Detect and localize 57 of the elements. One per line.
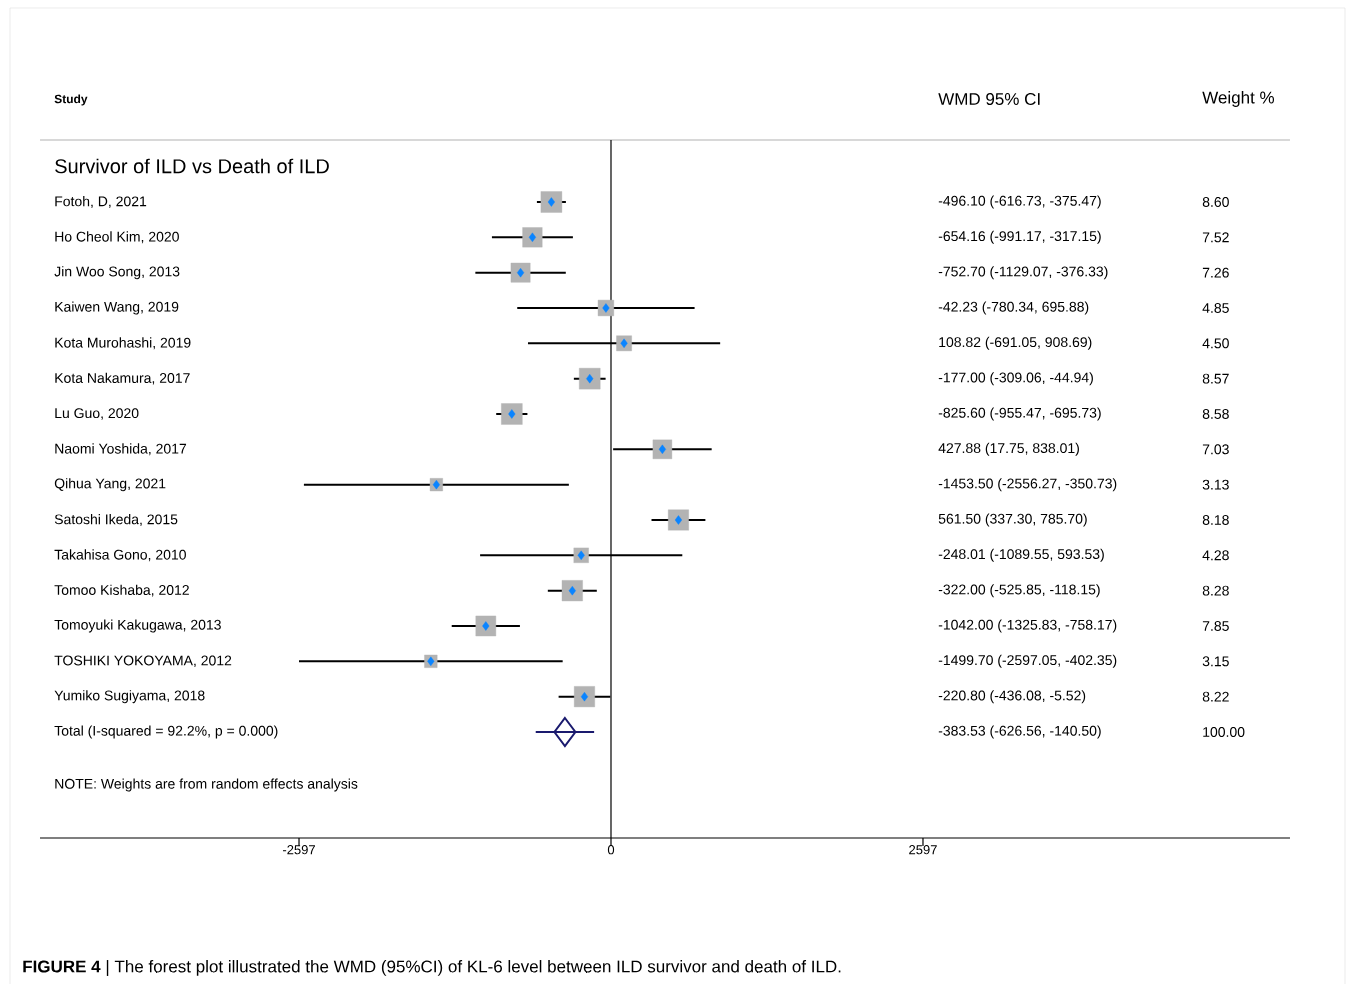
annotation: -1042.00 (-1325.83, -758.17) xyxy=(938,619,1117,633)
y-tick-label: Qihua Yang, 2021 xyxy=(54,478,166,492)
y-tick-label: Fotoh, D, 2021 xyxy=(55,196,147,208)
y-tick-label: Lu Guo, 2020 xyxy=(55,408,139,420)
annotation: 8.22 xyxy=(1202,691,1229,702)
annotation: -383.53 (-626.56, -140.50) xyxy=(938,725,1101,739)
annotation: -654.16 (-991.17, -317.15) xyxy=(938,230,1101,244)
text: WMD 95% CI xyxy=(938,92,1040,106)
annotation: 4.85 xyxy=(1202,303,1229,313)
y-tick-label: TOSHIKI YOKOYAMA, 2012 xyxy=(54,655,232,668)
annotation: 100.00 xyxy=(1203,727,1245,737)
x-tick-label: -2597 xyxy=(282,845,315,855)
x-tick-label: 0 xyxy=(607,845,615,855)
annotation: -1453.50 (-2556.27, -350.73) xyxy=(938,478,1117,492)
text: Weight % xyxy=(1202,91,1275,107)
x-tick-label: 2597 xyxy=(909,845,937,855)
annotation: -177.00 (-309.06, -44.94) xyxy=(938,372,1093,386)
annotation: 108.82 (-691.05, 908.69) xyxy=(939,336,1092,350)
y-tick-label: Kota Murohashi, 2019 xyxy=(55,337,191,350)
y-tick-label: Yumiko Sugiyama, 2018 xyxy=(54,690,205,704)
annotation: 8.58 xyxy=(1202,409,1229,419)
annotation: 427.88 (17.75, 838.01) xyxy=(938,442,1079,456)
annotation: 8.28 xyxy=(1202,585,1229,596)
annotation: 8.18 xyxy=(1202,515,1229,525)
annotation: -752.70 (-1129.07, -376.33) xyxy=(938,266,1108,280)
y-tick-label: Total (I-squared = 92.2%, p = 0.000) xyxy=(54,725,278,739)
annotation: 8.57 xyxy=(1202,373,1229,384)
annotation: -220.80 (-436.08, -5.52) xyxy=(938,690,1086,704)
annotation: 8.60 xyxy=(1202,197,1229,207)
y-tick-label: Tomoyuki Kakugawa, 2013 xyxy=(54,619,221,633)
annotation: -42.23 (-780.34, 695.88) xyxy=(938,301,1089,315)
annotation: 7.85 xyxy=(1202,621,1229,631)
annotation: 3.13 xyxy=(1202,479,1229,490)
annotation: -248.01 (-1089.55, 593.53) xyxy=(938,548,1104,562)
y-tick-label: Takahisa Gono, 2010 xyxy=(54,549,186,562)
annotation: 3.15 xyxy=(1202,656,1229,667)
y-tick-label: Kaiwen Wang, 2019 xyxy=(55,301,179,315)
chart-subtitle: Survivor of ILD vs Death of ILD xyxy=(55,158,329,174)
annotation: 7.52 xyxy=(1202,232,1229,243)
y-tick-label: Ho Cheol Kim, 2020 xyxy=(55,231,179,244)
annotation: -1499.70 (-2597.05, -402.35) xyxy=(938,654,1117,668)
annotation: -825.60 (-955.47, -695.73) xyxy=(938,407,1101,421)
y-tick-label: Tomoo Kishaba, 2012 xyxy=(54,584,189,597)
text: Study xyxy=(54,94,88,106)
y-tick-label: Satoshi Ikeda, 2015 xyxy=(54,514,178,526)
annotation: -322.00 (-525.85, -118.15) xyxy=(938,584,1100,598)
annotation: -496.10 (-616.73, -375.47) xyxy=(938,195,1101,209)
y-tick-label: Kota Nakamura, 2017 xyxy=(55,372,190,385)
annotation: 4.50 xyxy=(1202,338,1229,349)
annotation: 7.03 xyxy=(1202,444,1229,455)
y-tick-label: Naomi Yoshida, 2017 xyxy=(55,443,187,456)
text: FIGURE 4 | The forest plot illustrated the WMD (95%CI) of KL-6 level between ILD survivor and death of ILD. xyxy=(23,960,841,976)
annotation: 4.28 xyxy=(1202,550,1229,561)
y-tick-label: Jin Woo Song, 2013 xyxy=(54,266,180,280)
annotation: 7.26 xyxy=(1202,267,1229,278)
annotation: 561.50 (337.30, 785.70) xyxy=(938,513,1087,527)
text: NOTE: Weights are from random effects analysis xyxy=(55,778,358,792)
